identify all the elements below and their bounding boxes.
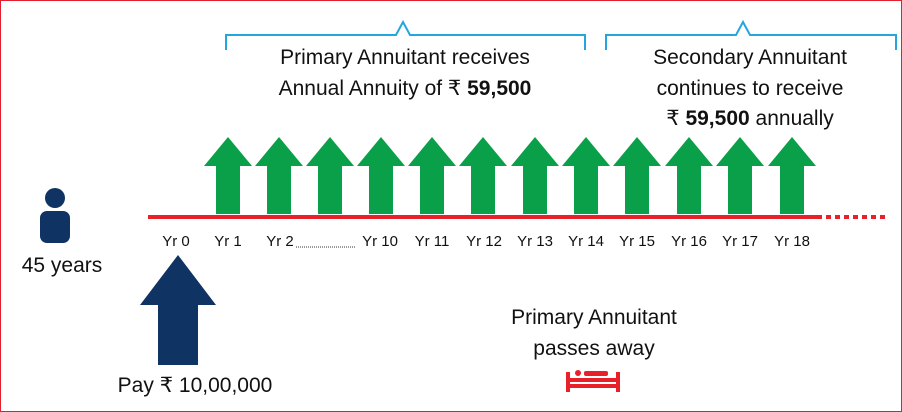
annuity-arrow: [716, 137, 764, 214]
primary-amount: 59,500: [467, 77, 531, 100]
secondary-line3: ₹ 59,500 annually: [666, 107, 834, 130]
annuity-arrow: [357, 137, 405, 214]
person-icon: [40, 188, 70, 243]
suffix: annually: [756, 107, 835, 130]
year-label: Yr 10: [362, 233, 398, 250]
annuity-arrows: [204, 137, 816, 214]
primary-bracket: [225, 19, 586, 50]
primary-line1: Primary Annuitant receives: [280, 46, 530, 69]
year-label: Yr 15: [619, 233, 655, 250]
annuity-arrow: [255, 137, 303, 214]
event-line1: Primary Annuitant: [511, 306, 677, 329]
payment: Pay ₹ 10,00,000: [118, 374, 273, 397]
year-labels: Yr 0 Yr 1 Yr 2 Yr 10 Yr 11 Yr 12 Yr 13 Yr 14 Yr …: [162, 233, 810, 250]
secondary-line2: continues to receive: [657, 77, 844, 100]
annuity-arrow: [562, 137, 610, 214]
year-label: Yr 1: [214, 233, 242, 250]
year-label: Yr 2: [266, 233, 294, 250]
secondary-line1: Secondary Annuitant: [653, 46, 847, 69]
bed-icon: [566, 370, 620, 392]
primary-text: Annual Annuity of ₹: [279, 77, 462, 100]
year-label: Yr 16: [671, 233, 707, 250]
currency: ₹: [666, 107, 679, 130]
annuity-arrow: [511, 137, 559, 214]
annuity-arrow: [613, 137, 661, 214]
secondary-amount: 59,500: [685, 107, 749, 130]
secondary-bracket: [605, 19, 897, 50]
payment-arrow: [140, 255, 216, 365]
year-label: Yr 14: [568, 233, 604, 250]
year-label: Yr 11: [415, 233, 450, 250]
year-label: Yr 12: [466, 233, 502, 250]
annuity-arrow: [204, 137, 252, 214]
annuity-arrow: [459, 137, 507, 214]
age: 45 years: [22, 254, 103, 277]
year-label: Yr 18: [774, 233, 810, 250]
annuity-arrow: [665, 137, 713, 214]
year-label: Yr 17: [722, 233, 758, 250]
year-label: Yr 0: [162, 233, 190, 250]
event-line2: passes away: [533, 337, 655, 360]
year-label: Yr 13: [517, 233, 553, 250]
annuity-arrow: [408, 137, 456, 214]
annuity-arrow: [306, 137, 354, 214]
annuity-arrow: [768, 137, 816, 214]
primary-line2: Annual Annuity of ₹ 59,500: [279, 77, 532, 100]
